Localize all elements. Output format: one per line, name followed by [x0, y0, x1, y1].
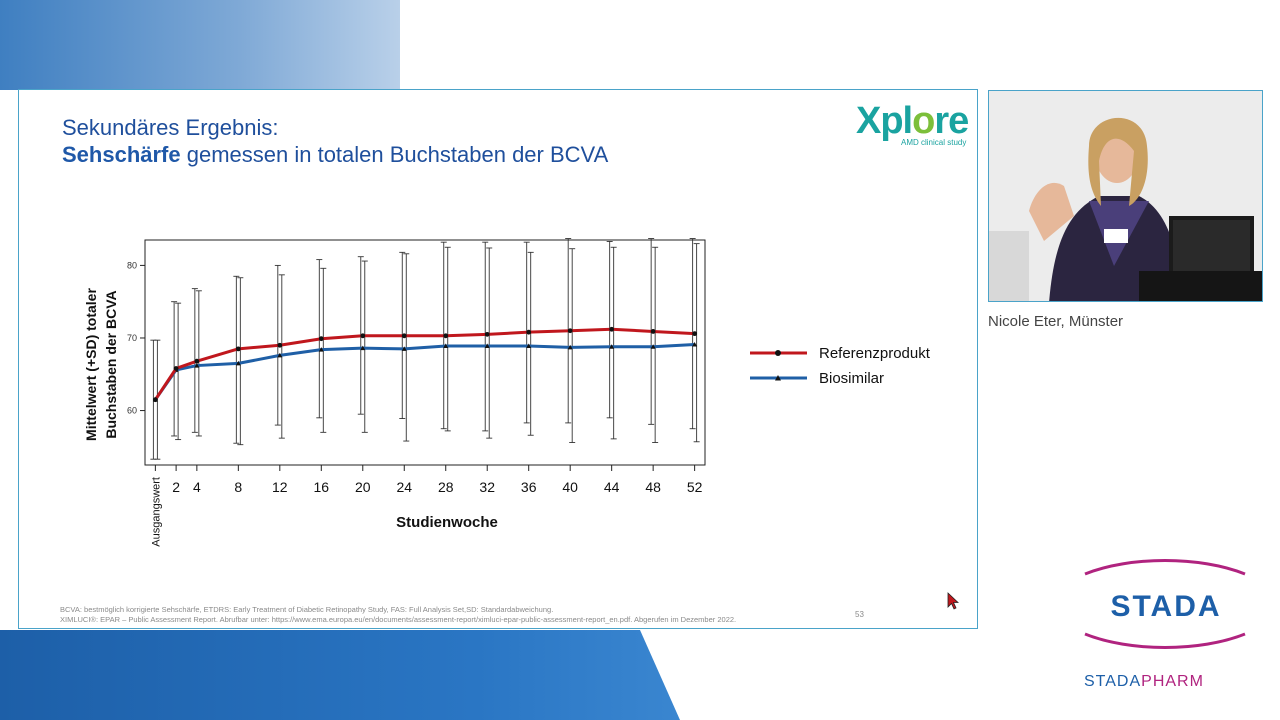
data-point-Referenzprodukt — [650, 329, 656, 334]
slide-page-number: 53 — [855, 610, 864, 619]
data-point-Biosimilar — [484, 343, 490, 348]
speaker-name-caption: Nicole Eter, Münster — [988, 313, 1124, 330]
data-point-Biosimilar — [277, 352, 283, 358]
legend-marker-Biosimilar — [775, 375, 781, 381]
footnote-reference: XIMLUCI®: EPAR – Public Assessment Repor… — [60, 615, 737, 624]
data-point-Biosimilar — [401, 346, 407, 351]
data-point-Referenzprodukt — [194, 358, 200, 364]
data-point-Referenzprodukt — [235, 346, 241, 352]
presentation-slide: Sekundäres Ergebnis: Sehschärfe gemessen… — [18, 89, 978, 629]
y-axis-label-line1: Mittelwert (+SD) totaler — [83, 288, 99, 441]
x-tick-label: Ausgangswert — [150, 477, 162, 547]
data-point-Referenzprodukt — [443, 333, 449, 339]
stada-logo: STADA — [1084, 559, 1246, 649]
x-tick-label: 44 — [604, 479, 620, 495]
x-tick-label: 48 — [645, 479, 661, 495]
slide-title-line2: Sehschärfe gemessen in totalen Buchstabe… — [62, 142, 608, 168]
x-tick-label: 24 — [396, 479, 412, 495]
slide-title-bold: Sehschärfe — [62, 142, 181, 167]
speaker-video-image — [989, 91, 1262, 301]
data-point-Referenzprodukt — [526, 329, 532, 335]
xplore-logo-subtitle: AMD clinical study — [901, 138, 967, 147]
y-axis-label-line2: Buchstaben der BCVA — [103, 290, 119, 438]
xplore-logo: Xplore AMD clinical study — [856, 102, 971, 152]
x-tick-label: 36 — [521, 479, 537, 495]
plot-frame — [144, 239, 706, 466]
data-point-Referenzprodukt — [173, 366, 179, 371]
background-gradient-top — [0, 0, 400, 90]
slide-title-rest: gemessen in totalen Buchstaben der BCVA — [180, 142, 609, 167]
data-point-Biosimilar — [526, 343, 532, 348]
x-tick-label: 40 — [562, 479, 578, 495]
x-tick-label: 20 — [355, 479, 371, 495]
legend-marker-Referenzprodukt — [775, 350, 781, 356]
speaker-video-feed — [988, 90, 1263, 302]
y-tick-label: 80 — [127, 260, 137, 270]
stadapharm-wordmark: STADAPHARM — [1084, 673, 1204, 690]
x-tick-label: 8 — [234, 479, 242, 495]
data-point-Referenzprodukt — [318, 336, 324, 342]
data-point-Biosimilar — [650, 344, 656, 349]
x-tick-label: 16 — [314, 479, 330, 495]
mouse-cursor-icon — [947, 592, 960, 610]
data-point-Referenzprodukt — [401, 333, 407, 339]
data-point-Referenzprodukt — [152, 397, 158, 403]
data-point-Referenzprodukt — [277, 342, 283, 348]
xplore-logo-wordmark: Xplore — [856, 100, 969, 142]
data-point-Biosimilar — [692, 342, 698, 347]
stada-logo-text: STADA — [1110, 590, 1221, 623]
x-tick-label: 52 — [687, 479, 703, 495]
x-tick-label: 32 — [479, 479, 495, 495]
y-tick-label: 70 — [127, 333, 137, 343]
data-point-Referenzprodukt — [609, 326, 615, 332]
legend-label-Biosimilar: Biosimilar — [819, 370, 884, 387]
y-tick-label: 60 — [127, 406, 137, 416]
legend-label-Referenzprodukt: Referenzprodukt — [819, 345, 931, 362]
data-point-Referenzprodukt — [484, 331, 490, 337]
slide-title-line1: Sekundäres Ergebnis: — [62, 115, 279, 140]
data-point-Biosimilar — [318, 347, 324, 352]
data-point-Biosimilar — [235, 360, 241, 366]
data-point-Biosimilar — [194, 363, 200, 368]
data-point-Biosimilar — [609, 344, 615, 349]
data-point-Referenzprodukt — [692, 331, 698, 337]
x-tick-label: 12 — [272, 479, 288, 495]
data-point-Biosimilar — [443, 343, 449, 348]
data-point-Biosimilar — [567, 344, 573, 350]
x-axis-label: Studienwoche — [396, 514, 498, 531]
background-wave-blue — [0, 630, 680, 720]
footnote-abbreviations: BCVA: bestmöglich korrigierte Sehschärfe… — [60, 605, 554, 614]
data-point-Referenzprodukt — [567, 328, 573, 334]
x-tick-label: 28 — [438, 479, 454, 495]
x-tick-label: 2 — [172, 479, 180, 495]
data-point-Referenzprodukt — [360, 333, 366, 339]
x-tick-label: 4 — [193, 479, 201, 495]
data-point-Biosimilar — [360, 345, 366, 351]
